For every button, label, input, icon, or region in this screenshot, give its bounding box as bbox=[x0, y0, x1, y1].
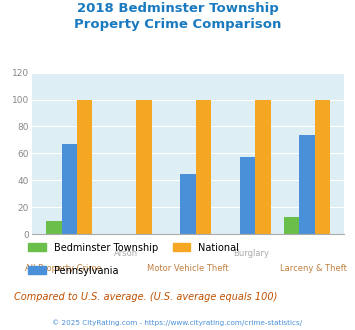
Legend: Pennsylvania: Pennsylvania bbox=[28, 266, 118, 276]
Bar bbox=[46, 221, 62, 234]
Text: Compared to U.S. average. (U.S. average equals 100): Compared to U.S. average. (U.S. average … bbox=[14, 292, 278, 302]
Bar bbox=[77, 100, 93, 234]
Text: All Property Crime: All Property Crime bbox=[25, 264, 102, 273]
Text: Arson: Arson bbox=[114, 249, 138, 258]
Text: Motor Vehicle Theft: Motor Vehicle Theft bbox=[147, 264, 229, 273]
Bar bbox=[299, 135, 315, 234]
Legend: Bedminster Township, National: Bedminster Township, National bbox=[28, 243, 239, 252]
Bar bbox=[62, 144, 77, 234]
Text: Burglary: Burglary bbox=[233, 249, 269, 258]
Bar bbox=[240, 157, 255, 234]
Text: Larceny & Theft: Larceny & Theft bbox=[280, 264, 346, 273]
Bar bbox=[284, 217, 299, 234]
Text: 2018 Bedminster Township
Property Crime Comparison: 2018 Bedminster Township Property Crime … bbox=[74, 2, 281, 31]
Bar bbox=[255, 100, 271, 234]
Bar bbox=[315, 100, 330, 234]
Bar bbox=[136, 100, 152, 234]
Bar bbox=[196, 100, 211, 234]
Text: © 2025 CityRating.com - https://www.cityrating.com/crime-statistics/: © 2025 CityRating.com - https://www.city… bbox=[53, 319, 302, 326]
Bar bbox=[180, 174, 196, 234]
